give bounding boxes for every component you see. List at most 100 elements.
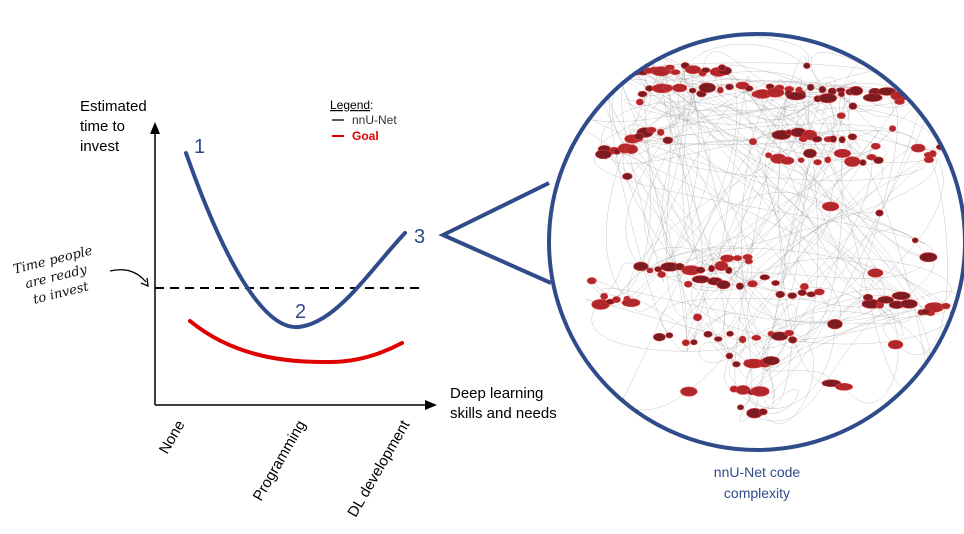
graph-node <box>751 334 762 341</box>
graph-edge <box>601 287 881 322</box>
graph-node <box>717 64 727 72</box>
graph-edge <box>740 304 897 422</box>
graph-node <box>624 144 638 155</box>
graph-edge <box>586 299 743 340</box>
graph-edge <box>666 65 703 97</box>
graph-edge <box>639 94 748 364</box>
graph-node <box>600 292 609 300</box>
graph-node <box>665 332 674 339</box>
graph-node <box>684 280 693 288</box>
graph-edge <box>621 82 665 283</box>
x-tick-dl-development: DL development <box>344 417 413 520</box>
graph-edge <box>778 79 879 161</box>
nnunet-curve <box>184 151 407 330</box>
graph-node <box>654 266 663 273</box>
graph-node <box>643 67 653 74</box>
graph-node <box>656 128 665 136</box>
graph-edge <box>575 83 900 123</box>
graph-node <box>738 335 747 344</box>
graph-node <box>821 379 842 388</box>
graph-edge <box>627 139 753 177</box>
graph-node <box>894 98 905 105</box>
x-tick-none: None <box>156 418 189 458</box>
graph-edge <box>742 303 914 391</box>
point-label-1: 1 <box>194 136 205 158</box>
graph-node <box>766 87 785 98</box>
graph-node <box>911 237 919 244</box>
graph-node <box>870 142 881 150</box>
graph-node <box>887 339 904 350</box>
zoom-caption-line1: nnU-Net code <box>714 464 801 480</box>
graph-node <box>875 209 884 217</box>
y-axis-label-line3: invest <box>80 138 120 155</box>
graph-node <box>762 356 780 366</box>
graph-node <box>811 135 823 143</box>
graph-edge <box>742 286 805 409</box>
graph-node <box>701 67 711 74</box>
graph-node <box>803 148 817 159</box>
graph-node <box>633 261 649 272</box>
graph-edge <box>852 130 878 162</box>
graph-node <box>657 271 666 278</box>
x-axis-label-line1: Deep learning <box>450 385 543 402</box>
graph-edge <box>660 128 745 288</box>
graph-node <box>818 93 838 104</box>
graph-node <box>929 150 937 158</box>
graph-edge <box>762 93 843 176</box>
graph-edge <box>896 240 935 305</box>
graph-edge <box>660 286 819 336</box>
graph-node <box>775 290 785 299</box>
graph-node <box>662 136 674 144</box>
graph-node <box>797 289 807 296</box>
graph-node <box>732 361 741 368</box>
graph-node <box>888 125 897 132</box>
graph-edge <box>817 98 861 149</box>
graph-node <box>818 85 827 94</box>
graph-edge <box>733 324 836 409</box>
graph-node <box>671 83 688 93</box>
graph-node <box>814 288 825 296</box>
graph-edge <box>858 91 898 314</box>
legend-nnunet-label: nnU-Net <box>352 113 397 127</box>
graph-node <box>835 383 853 391</box>
graph-edge <box>669 67 833 120</box>
graph-edge <box>667 81 811 141</box>
graph-node <box>780 156 795 165</box>
graph-node <box>646 267 654 274</box>
graph-node <box>698 82 716 93</box>
graph-node <box>859 159 867 166</box>
graph-edge <box>575 107 934 258</box>
graph-node <box>813 159 822 166</box>
graph-node <box>595 149 612 160</box>
graph-node <box>708 264 715 273</box>
graph-edge <box>667 87 955 314</box>
graph-node <box>900 299 918 309</box>
graph-edge <box>603 154 775 399</box>
graph-node <box>924 77 932 84</box>
graph-node <box>877 296 894 304</box>
graph-node <box>771 280 780 286</box>
graph-node <box>744 85 754 92</box>
graph-node <box>748 138 757 146</box>
zoom-circle-border <box>547 32 964 452</box>
graph-node <box>725 266 733 275</box>
graph-node <box>685 65 702 75</box>
graph-node <box>693 313 703 322</box>
graph-node <box>653 332 666 342</box>
y-axis-label-line1: Estimated <box>80 98 147 115</box>
graph-edge <box>752 153 811 306</box>
graph-node <box>910 143 926 153</box>
graph-node <box>571 104 580 111</box>
graph-edge <box>883 305 947 345</box>
graph-node <box>829 135 837 143</box>
graph-edge <box>616 150 688 343</box>
zoom-callout-lines <box>438 181 552 285</box>
graph-node <box>622 64 631 70</box>
goal-curve <box>188 319 404 365</box>
graph-node <box>759 274 770 281</box>
graph-node <box>786 91 807 101</box>
graph-edge <box>693 138 834 343</box>
graph-node <box>905 75 915 83</box>
graph-node <box>824 156 832 164</box>
threshold-pointer-arrowhead <box>140 277 149 288</box>
